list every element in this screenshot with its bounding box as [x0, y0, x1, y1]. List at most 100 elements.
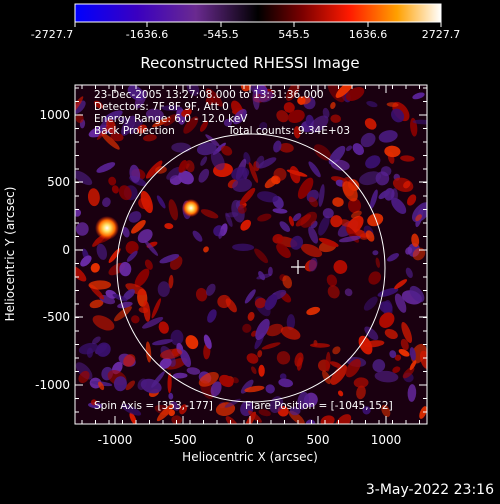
positive-blob: [258, 409, 271, 417]
positive-blob: [254, 297, 267, 309]
positive-blob: [367, 213, 384, 227]
positive-blob: [242, 323, 252, 333]
negative-blob: [192, 230, 203, 242]
negative-blob: [318, 184, 325, 207]
negative-blob: [338, 235, 361, 243]
positive-blob: [125, 380, 135, 391]
negative-blob: [255, 155, 265, 169]
positive-blob: [332, 346, 341, 355]
positive-blob: [286, 169, 308, 177]
info-energy-range: Energy Range: 6.0 - 12.0 keV: [94, 113, 248, 125]
positive-blob: [108, 176, 117, 186]
colorbar-tick-label: -2727.7: [31, 28, 73, 41]
negative-blob: [137, 378, 147, 390]
negative-blob: [250, 85, 261, 95]
negative-blob: [372, 250, 379, 256]
colorbar-ticks: [74, 22, 442, 27]
positive-blob: [308, 196, 319, 208]
negative-blob: [137, 229, 153, 244]
positive-blob: [140, 190, 153, 214]
positive-blob: [158, 321, 169, 334]
y-axis-label: Heliocentric Y (arcsec): [3, 187, 17, 322]
positive-blob: [244, 385, 265, 393]
positive-blob: [293, 126, 301, 139]
negative-blob: [297, 391, 310, 410]
positive-blob: [247, 311, 255, 321]
negative-blob: [372, 359, 386, 373]
positive-blob: [131, 219, 146, 234]
positive-blob: [185, 335, 199, 350]
positive-blob: [345, 358, 361, 378]
positive-blob: [297, 177, 314, 199]
positive-blob: [75, 96, 84, 116]
positive-blob: [330, 102, 336, 109]
positive-blob: [200, 209, 219, 219]
negative-blob: [309, 115, 329, 133]
positive-blob: [276, 351, 291, 365]
negative-blob: [405, 267, 413, 279]
positive-blob: [113, 306, 132, 322]
positive-blob: [356, 385, 366, 400]
positive-blob: [297, 96, 306, 105]
positive-blob: [365, 230, 375, 242]
positive-blob: [285, 85, 301, 101]
negative-blob: [96, 342, 111, 357]
positive-blob: [258, 364, 265, 377]
positive-blob: [335, 414, 352, 424]
negative-blob: [129, 164, 141, 183]
negative-blob: [205, 283, 216, 296]
negative-blob: [240, 379, 254, 394]
x-tick-label: -500: [169, 433, 196, 447]
positive-blob: [225, 416, 239, 424]
hot-spot: [182, 199, 200, 217]
negative-blob: [117, 301, 133, 309]
axis-ticks: [75, 85, 427, 424]
positive-blob: [394, 279, 408, 290]
flare-position-label: Flare Position = [-1045,152]: [245, 400, 393, 412]
positive-blob: [282, 275, 293, 289]
positive-blob: [136, 124, 147, 134]
negative-blob: [289, 406, 301, 416]
positive-blob: [98, 381, 105, 391]
positive-blob: [248, 410, 262, 423]
positive-blob: [144, 259, 153, 270]
negative-blob: [170, 329, 184, 346]
positive-blob: [160, 348, 183, 360]
negative-blob: [129, 118, 144, 135]
positive-blob: [313, 144, 332, 161]
positive-blob: [400, 155, 415, 162]
negative-blob: [362, 406, 371, 415]
negative-blob: [409, 285, 425, 303]
positive-blob: [129, 412, 137, 424]
negative-blob: [156, 195, 166, 209]
negative-blob: [203, 334, 212, 350]
negative-blob: [308, 161, 321, 178]
negative-blob: [144, 240, 159, 256]
solar-image: [75, 85, 427, 424]
negative-blob: [267, 266, 273, 277]
negative-blob: [97, 117, 109, 135]
negative-blob: [121, 403, 142, 416]
info-total-counts: Total counts: 9.34E+03: [227, 125, 350, 137]
positive-blob: [163, 114, 178, 127]
positive-blob: [351, 210, 362, 219]
negative-blob: [258, 271, 266, 281]
positive-blob: [379, 312, 395, 328]
negative-blob: [318, 215, 330, 236]
negative-blob: [123, 289, 135, 301]
x-axis-label: Heliocentric X (arcsec): [182, 450, 318, 464]
positive-blob: [401, 321, 413, 344]
positive-blob: [363, 340, 385, 348]
positive-blob: [415, 214, 422, 222]
negative-blob: [365, 155, 381, 169]
negative-blob: [210, 381, 222, 397]
negative-blob: [151, 371, 165, 388]
colorbar: -2727.7 -1636.6 -545.5 545.5 1636.6 2727…: [31, 3, 460, 41]
positive-blob: [411, 233, 420, 248]
negative-blob: [374, 370, 399, 383]
positive-blob: [94, 100, 103, 109]
negative-blob: [122, 226, 130, 238]
negative-blob: [218, 228, 224, 239]
plot-title: Reconstructed RHESSI Image: [140, 54, 359, 72]
positive-blob: [257, 213, 272, 222]
